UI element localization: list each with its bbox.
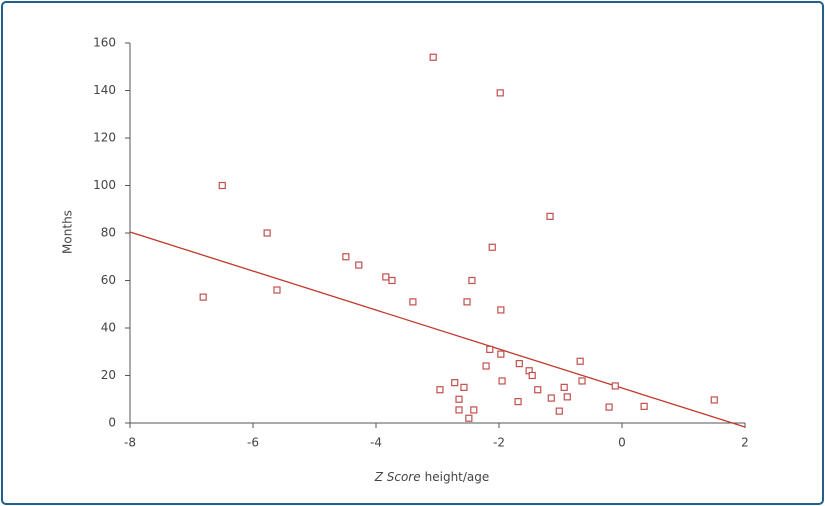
point (710, 396, 718, 404)
point (498, 377, 506, 385)
point (382, 273, 390, 281)
y-tick-label: 60 (101, 273, 116, 287)
point (199, 293, 207, 301)
y-tick-label: 40 (101, 321, 116, 335)
point (555, 407, 563, 415)
point (497, 350, 505, 358)
point (470, 406, 478, 414)
point (560, 383, 568, 391)
point (546, 212, 554, 220)
point (496, 89, 504, 97)
x-tick-label: -6 (247, 436, 259, 450)
x-tick-label: -4 (370, 436, 382, 450)
x-axis-label-rest: height/age (425, 470, 490, 484)
y-tick-label: 160 (93, 36, 116, 50)
x-tick-label: 2 (741, 436, 749, 450)
point (547, 394, 555, 402)
point (482, 362, 490, 370)
point (514, 398, 522, 406)
point (263, 229, 271, 237)
point (468, 276, 476, 285)
point (576, 357, 584, 365)
point (451, 379, 459, 387)
point (578, 377, 586, 385)
point (455, 395, 463, 403)
point (409, 298, 417, 306)
point (605, 403, 613, 411)
x-axis-label-italic: Z Score (374, 470, 421, 484)
x-tick-label: -8 (124, 436, 136, 450)
point (640, 402, 648, 410)
y-axis-label: Months (61, 210, 75, 254)
point (486, 345, 494, 353)
y-tick-label: 120 (93, 131, 116, 145)
point (429, 53, 437, 61)
y-tick-label: 0 (108, 416, 116, 430)
point (355, 261, 363, 269)
point (534, 386, 542, 394)
point (515, 360, 523, 368)
y-tick-label: 20 (101, 368, 116, 382)
point (455, 406, 463, 414)
x-tick-label: 0 (618, 436, 626, 450)
point (273, 286, 281, 294)
point (463, 298, 471, 306)
point (563, 393, 571, 401)
point (488, 243, 496, 251)
point (342, 253, 350, 261)
y-tick-label: 140 (93, 83, 116, 97)
point (497, 306, 505, 314)
y-tick-label: 100 (93, 178, 116, 192)
point (436, 386, 444, 394)
x-axis-label: Z Score height/age (374, 470, 490, 484)
x-tick-label: -2 (493, 436, 505, 450)
point (465, 414, 473, 422)
point (388, 276, 396, 285)
point (460, 383, 468, 391)
point (218, 181, 226, 190)
y-tick-label: 80 (101, 226, 116, 240)
point (528, 371, 536, 380)
point (611, 382, 619, 390)
trend-line (129, 231, 746, 428)
